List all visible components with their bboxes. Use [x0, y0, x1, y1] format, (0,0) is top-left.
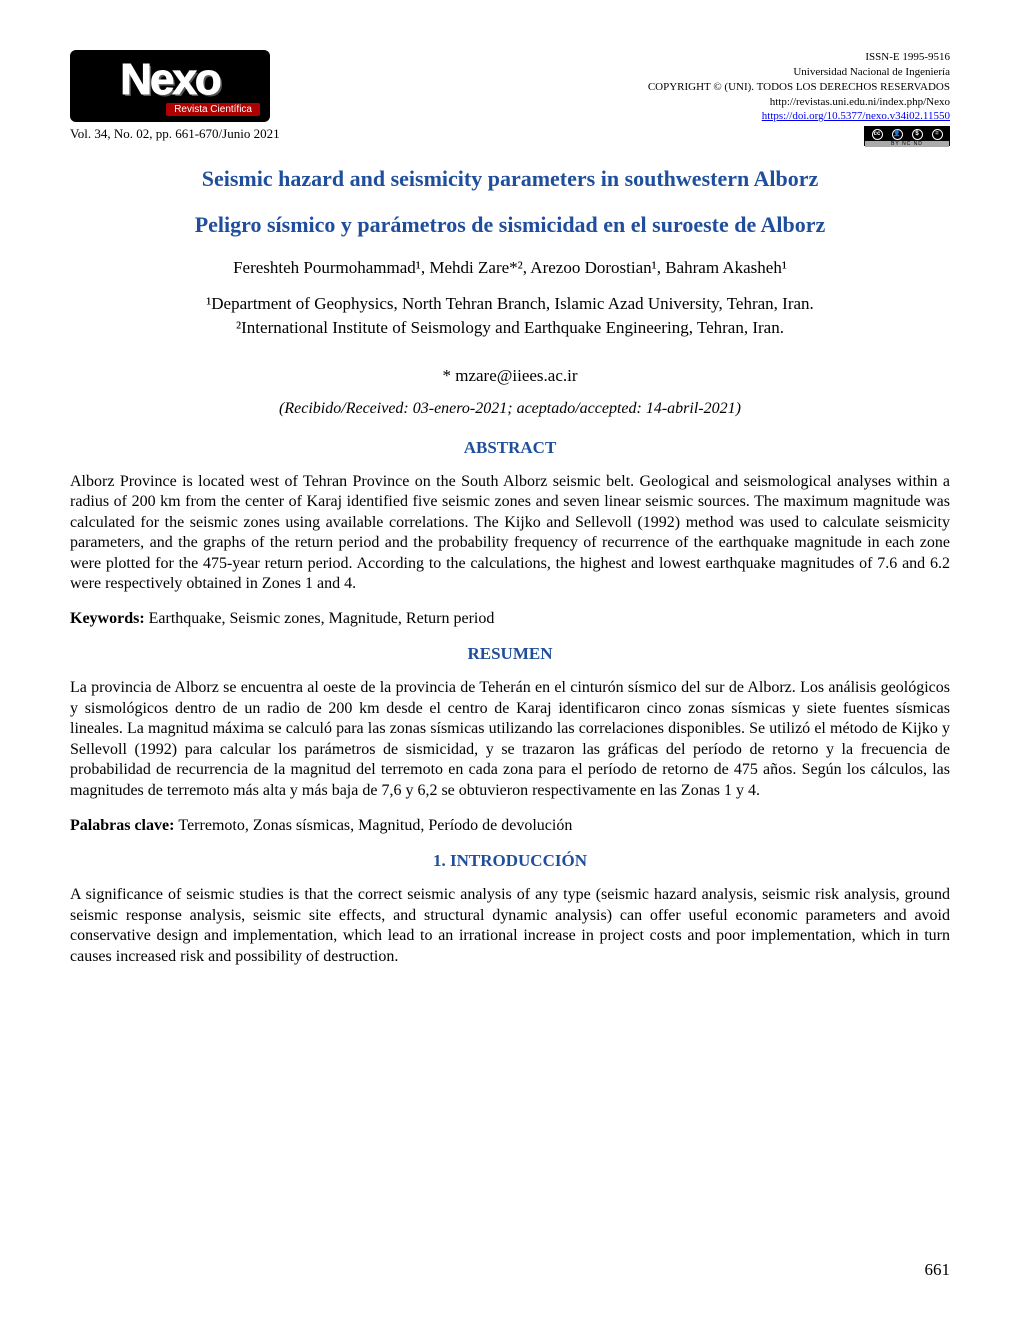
journal-logo: Nexo Revista Científica [70, 50, 270, 122]
logo-sub-text: Revista Científica [166, 103, 260, 116]
volume-issue-line: Vol. 34, No. 02, pp. 661-670/Junio 2021 [70, 126, 280, 142]
received-accepted-dates: (Recibido/Received: 03-enero-2021; acept… [70, 400, 950, 418]
keywords-label: Keywords: [70, 610, 149, 627]
abstract-heading: ABSTRACT [70, 438, 950, 458]
keywords-line: Keywords: Earthquake, Seismic zones, Mag… [70, 610, 950, 628]
cc-icon: cc [872, 129, 883, 140]
resumen-heading: RESUMEN [70, 644, 950, 664]
logo-block: Nexo Revista Científica Vol. 34, No. 02,… [70, 50, 280, 142]
cc-label-text: BY NC ND [865, 141, 949, 147]
journal-url: http://revistas.uni.edu.ni/index.php/Nex… [648, 95, 950, 110]
issn-line: ISSN-E 1995-9516 [648, 50, 950, 65]
affiliations: ¹Department of Geophysics, North Tehran … [70, 292, 950, 340]
keywords-text: Earthquake, Seismic zones, Magnitude, Re… [149, 610, 495, 627]
palabras-text: Terremoto, Zonas sísmicas, Magnitud, Per… [178, 817, 572, 834]
authors-line: Fereshteh Pourmohammad¹, Mehdi Zare*², A… [70, 258, 950, 278]
page-header: Nexo Revista Científica Vol. 34, No. 02,… [70, 50, 950, 150]
header-meta: ISSN-E 1995-9516 Universidad Nacional de… [648, 50, 950, 150]
resumen-text: La provincia de Alborz se encuentra al o… [70, 678, 950, 801]
doi-link[interactable]: https://doi.org/10.5377/nexo.v34i02.1155… [762, 110, 950, 122]
logo-main-text: Nexo [120, 55, 220, 105]
palabras-label: Palabras clave: [70, 817, 178, 834]
page-number: 661 [925, 1260, 951, 1280]
corresponding-email: * mzare@iiees.ac.ir [70, 366, 950, 386]
by-icon: 👤 [892, 129, 903, 140]
introduction-text: A significance of seismic studies is tha… [70, 885, 950, 967]
title-english: Seismic hazard and seismicity parameters… [70, 166, 950, 192]
university-line: Universidad Nacional de Ingeniería [648, 65, 950, 80]
copyright-line: COPYRIGHT © (UNI). TODOS LOS DERECHOS RE… [648, 80, 950, 95]
abstract-text: Alborz Province is located west of Tehra… [70, 472, 950, 595]
affiliation-2: ²International Institute of Seismology a… [70, 316, 950, 340]
introduction-heading: 1. INTRODUCCIÓN [70, 851, 950, 871]
title-spanish: Peligro sísmico y parámetros de sismicid… [70, 212, 950, 238]
nd-icon: = [932, 129, 943, 140]
affiliation-1: ¹Department of Geophysics, North Tehran … [70, 292, 950, 316]
palabras-clave-line: Palabras clave: Terremoto, Zonas sísmica… [70, 817, 950, 835]
cc-icons-row: cc 👤 $ = [865, 127, 949, 141]
nc-icon: $ [912, 129, 923, 140]
cc-license-badge: cc 👤 $ = BY NC ND [864, 126, 950, 146]
